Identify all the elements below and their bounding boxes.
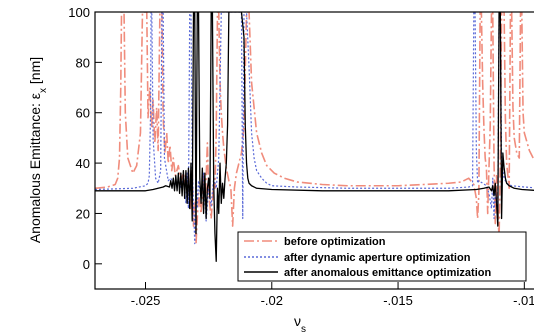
series-line-0 [95, 12, 534, 245]
y-tick-label: 100 [68, 5, 90, 20]
y-tick-label: 40 [76, 156, 90, 171]
y-tick-label: 20 [76, 206, 90, 221]
plot-frame [94, 11, 534, 290]
series-line-1 [95, 12, 534, 245]
y-axis-title-sub: x [38, 88, 49, 93]
y-axis-title-unit: [nm] [27, 57, 43, 88]
x-axis-title-main: ν [294, 313, 301, 329]
y-tick-label: 60 [76, 106, 90, 121]
x-axis-title-sub: s [301, 324, 306, 334]
ticks-layer: -.025 -.02 -.015 -.01 0 20 40 60 80 100 [68, 5, 534, 308]
y-axis-title-main: Anomalous Emittance: ε [27, 93, 43, 243]
legend-box [237, 231, 527, 282]
legend-label-before: before optimization [284, 236, 386, 248]
y-tick-label: 0 [83, 257, 90, 272]
legend-label-dynamic: after dynamic aperture optimization [284, 252, 471, 264]
legend: before optimization after dynamic apertu… [237, 231, 527, 282]
series-layer [95, 12, 534, 262]
y-tick-label: 80 [76, 55, 90, 70]
x-tick-label: -.01 [513, 293, 534, 308]
x-tick-label: -.02 [261, 293, 283, 308]
x-tick-label: -.025 [131, 293, 161, 308]
legend-label-anomalous: after anomalous emittance optimization [284, 267, 491, 279]
x-tick-label: -.015 [383, 293, 413, 308]
series-line-2 [95, 12, 534, 262]
y-axis-title: Anomalous Emittance: εx [nm] [27, 57, 49, 243]
x-axis-title: νs [294, 313, 306, 334]
